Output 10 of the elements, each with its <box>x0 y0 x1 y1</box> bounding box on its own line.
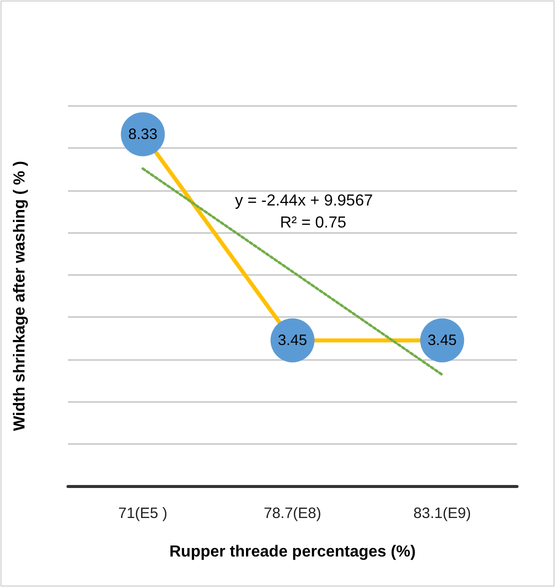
data-label: 8.33 <box>128 126 158 143</box>
data-label: 3.45 <box>428 332 457 349</box>
data-label: 3.45 <box>278 332 308 349</box>
x-tick-label: 83.1(E9) <box>413 505 471 522</box>
x-tick-label: 78.7(E8) <box>264 505 322 522</box>
annotation: y = -2.44x + 9.9567 <box>235 192 373 210</box>
x-tick-label: 71(E5 ) <box>118 505 168 522</box>
y-axis-title: Width shrinkage after washing ( % ) <box>12 160 28 432</box>
x-axis-title: Rupper threade percentages (%) <box>169 544 416 560</box>
annotation: R² = 0.75 <box>280 214 346 232</box>
